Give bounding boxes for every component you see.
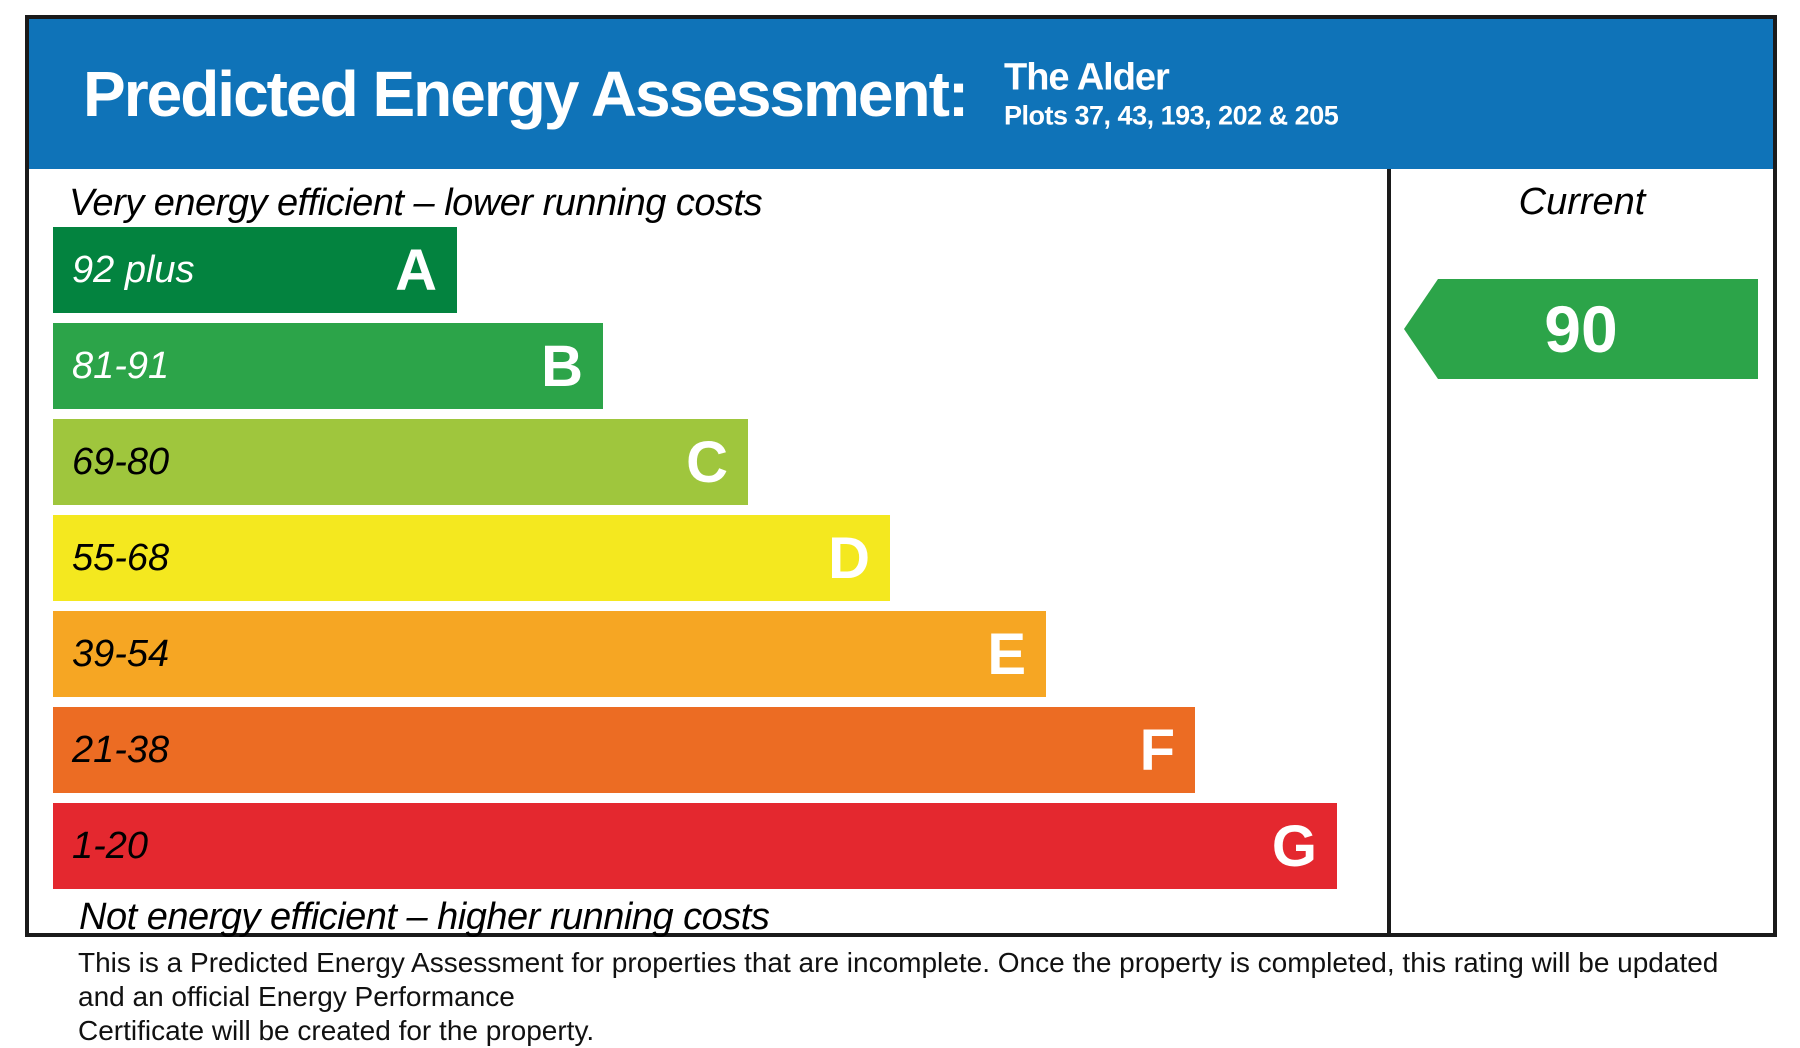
page-title: Predicted Energy Assessment: <box>83 58 969 130</box>
bottom-axis-label: Not energy efficient – higher running co… <box>79 896 770 938</box>
epc-band-range: 69-80 <box>72 440 170 483</box>
epc-band-letter: C <box>686 429 728 495</box>
current-rating-panel: Current 90 <box>1387 169 1773 933</box>
epc-band-letter: E <box>987 621 1026 687</box>
property-name: The Alder <box>1004 56 1170 99</box>
epc-band-range: 39-54 <box>72 632 170 675</box>
top-axis-label: Very energy efficient – lower running co… <box>69 182 763 224</box>
property-plots: Plots 37, 43, 193, 202 & 205 <box>1004 100 1339 131</box>
epc-band-range: 55-68 <box>72 536 170 579</box>
epc-band: 92 plus A <box>53 227 457 313</box>
epc-band: 1-20 G <box>53 803 1337 889</box>
epc-band-range: 81-91 <box>72 344 170 387</box>
epc-band-letter: F <box>1139 717 1175 783</box>
epc-band: 39-54 E <box>53 611 1046 697</box>
epc-band-range: 92 plus <box>72 248 195 291</box>
disclaimer-line-1: This is a Predicted Energy Assessment fo… <box>78 947 1719 1012</box>
rating-scale-panel: Very energy efficient – lower running co… <box>29 169 1387 938</box>
epc-band-letter: G <box>1271 813 1317 879</box>
epc-band-letter: B <box>541 333 583 399</box>
epc-band: 81-91 B <box>53 323 603 409</box>
property-info: The Alder Plots 37, 43, 193, 202 & 205 <box>1004 56 1339 133</box>
epc-bands: 92 plus A 81-91 B 69-80 C 55-68 D 39-54 … <box>53 227 1387 889</box>
disclaimer-line-2: Certificate will be created for the prop… <box>78 1015 595 1046</box>
energy-assessment-certificate: Predicted Energy Assessment: The Alder P… <box>25 15 1777 938</box>
current-rating-arrow: 90 <box>1404 279 1758 379</box>
certificate-header: Predicted Energy Assessment: The Alder P… <box>29 19 1773 169</box>
epc-band-letter: D <box>828 525 870 591</box>
disclaimer-text: This is a Predicted Energy Assessment fo… <box>78 946 1768 1048</box>
certificate-body: Very energy efficient – lower running co… <box>29 169 1773 938</box>
epc-band-range: 21-38 <box>72 728 170 771</box>
current-column-header: Current <box>1518 181 1646 223</box>
epc-band-range: 1-20 <box>72 824 149 867</box>
current-rating-value: 90 <box>1544 292 1618 366</box>
epc-band: 55-68 D <box>53 515 890 601</box>
epc-band-letter: A <box>395 237 437 303</box>
epc-band: 21-38 F <box>53 707 1195 793</box>
epc-band: 69-80 C <box>53 419 748 505</box>
